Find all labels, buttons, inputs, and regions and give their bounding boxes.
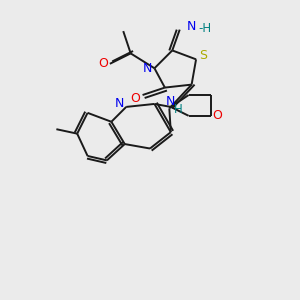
Text: N: N	[166, 95, 176, 108]
Text: O: O	[130, 92, 140, 105]
Text: S: S	[200, 49, 208, 62]
Text: H: H	[174, 103, 183, 116]
Text: N: N	[143, 62, 153, 75]
Text: N: N	[186, 20, 196, 33]
Text: O: O	[98, 57, 108, 70]
Text: O: O	[212, 109, 222, 122]
Text: N: N	[115, 98, 124, 110]
Text: -H: -H	[198, 22, 211, 34]
